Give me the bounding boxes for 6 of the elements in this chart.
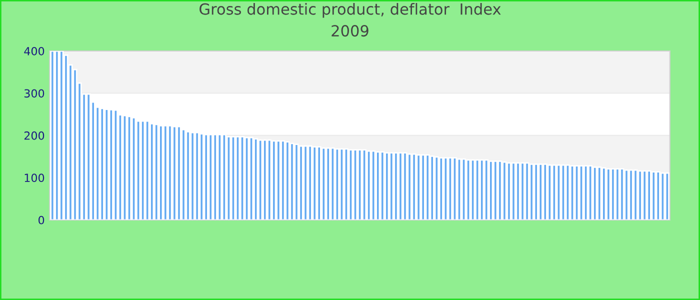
chart-title: Gross domestic product, deflator Index 2009 bbox=[200, 3, 501, 37]
y-tick-label: 200 bbox=[24, 131, 44, 140]
y-tick-label: 0 bbox=[38, 216, 44, 224]
y-tick-label: 100 bbox=[24, 174, 44, 182]
y-tick-label: 300 bbox=[24, 89, 44, 98]
y-tick-label: 400 bbox=[24, 46, 44, 56]
